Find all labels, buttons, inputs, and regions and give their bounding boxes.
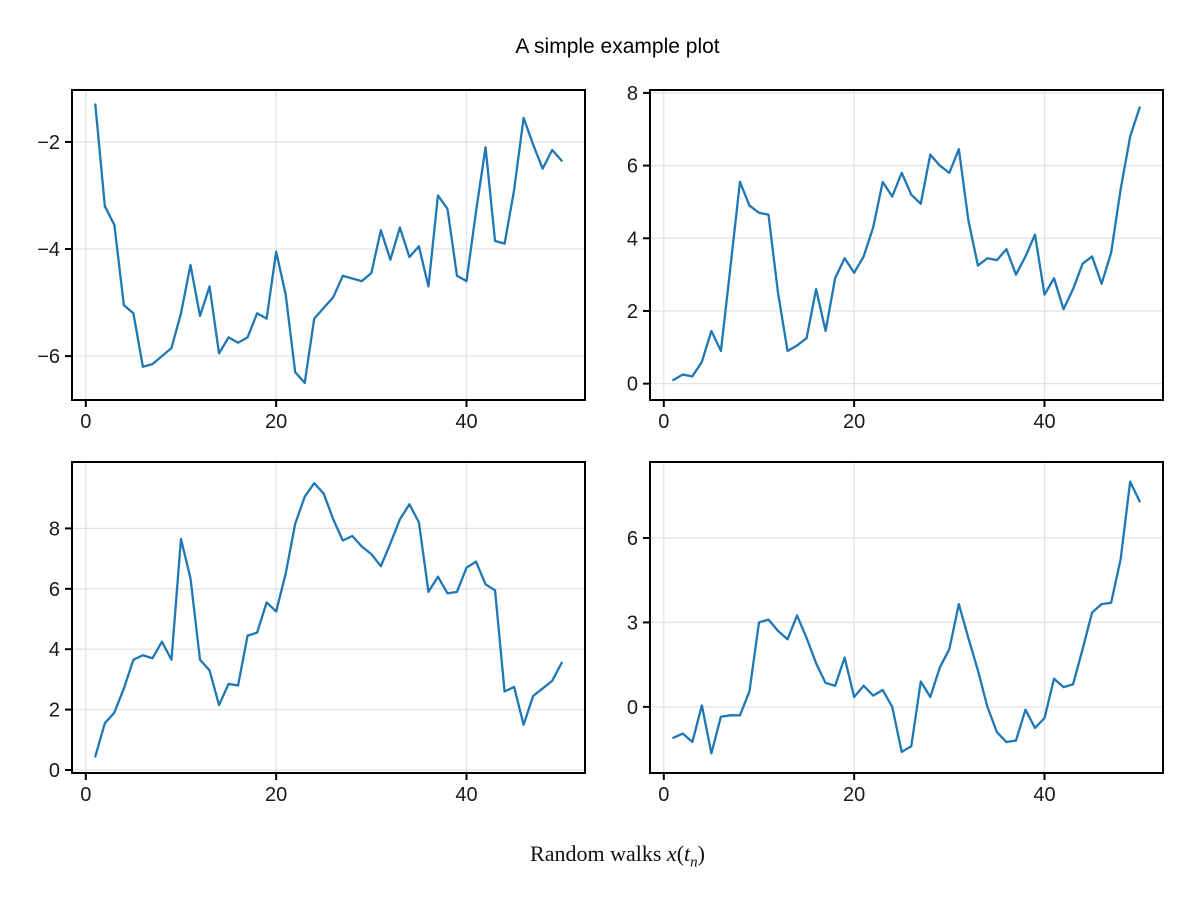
x-tick-label: 40 [455, 411, 477, 433]
x-tick-label: 20 [265, 784, 287, 806]
y-tick-label: 4 [627, 228, 638, 250]
y-tick-label: −2 [37, 132, 60, 154]
axes-frame [71, 89, 586, 401]
y-tick-label: 2 [627, 301, 638, 323]
x-tick-label: 20 [843, 411, 865, 433]
axes-frame [649, 89, 1164, 401]
series-line [672, 106, 1141, 382]
subplot-top-right: 0 20 40 0 2 4 6 8 [600, 80, 1177, 444]
xlabel-var-t: t [684, 841, 691, 866]
chart-canvas-random-walk-top-right: 0 20 40 0 2 4 6 8 [627, 83, 1164, 433]
y-tick-label: −4 [37, 239, 60, 261]
y-tick-label: 2 [49, 700, 60, 722]
figure-title: A simple example plot [515, 35, 720, 58]
subplot-bottom-left: 0 20 40 0 2 4 6 8 [22, 452, 599, 817]
y-tick-label: 4 [49, 639, 60, 661]
chart-canvas-random-walk-bottom-right: 0 20 40 0 3 6 [627, 461, 1164, 806]
xlabel-paren-open: ( [676, 841, 685, 866]
y-tick-label: 3 [627, 612, 638, 634]
x-tick-label: 40 [1033, 411, 1055, 433]
y-tick-label: 0 [627, 697, 638, 719]
series-line [94, 103, 563, 385]
x-tick-label: 0 [658, 784, 669, 806]
y-tick-label: 6 [49, 579, 60, 601]
chart-canvas-random-walk-bottom-left: 0 20 40 0 2 4 6 8 [49, 461, 586, 806]
series-line [94, 481, 563, 758]
subplot-bottom-right: 0 20 40 0 3 6 [600, 452, 1177, 817]
xlabel-var-x: x [666, 841, 677, 866]
y-tick-label: 0 [627, 374, 638, 396]
axes-frame [71, 461, 586, 774]
xlabel-text: Random walks [530, 841, 667, 866]
subplot-top-left: 0 20 40 −6 −4 −2 [22, 80, 599, 444]
chart-canvas-random-walk-top-left: 0 20 40 −6 −4 −2 [37, 89, 586, 433]
x-tick-label: 40 [1033, 784, 1055, 806]
y-tick-label: 0 [49, 760, 60, 782]
figure-xlabel: Random walks x(tn) [72, 841, 1163, 871]
y-tick-label: 8 [49, 518, 60, 540]
axes-frame [649, 461, 1164, 774]
y-tick-label: 8 [627, 83, 638, 105]
y-tick-label: −6 [37, 346, 60, 368]
y-tick-label: 6 [627, 528, 638, 550]
x-tick-label: 0 [658, 411, 669, 433]
series-line [672, 480, 1141, 755]
x-tick-label: 20 [843, 784, 865, 806]
xlabel-subscript: n [690, 854, 698, 871]
x-tick-label: 0 [80, 411, 91, 433]
x-tick-label: 0 [80, 784, 91, 806]
xlabel-paren-close: ) [697, 841, 705, 866]
x-tick-label: 20 [265, 411, 287, 433]
y-tick-label: 6 [627, 156, 638, 178]
x-tick-label: 40 [455, 784, 477, 806]
